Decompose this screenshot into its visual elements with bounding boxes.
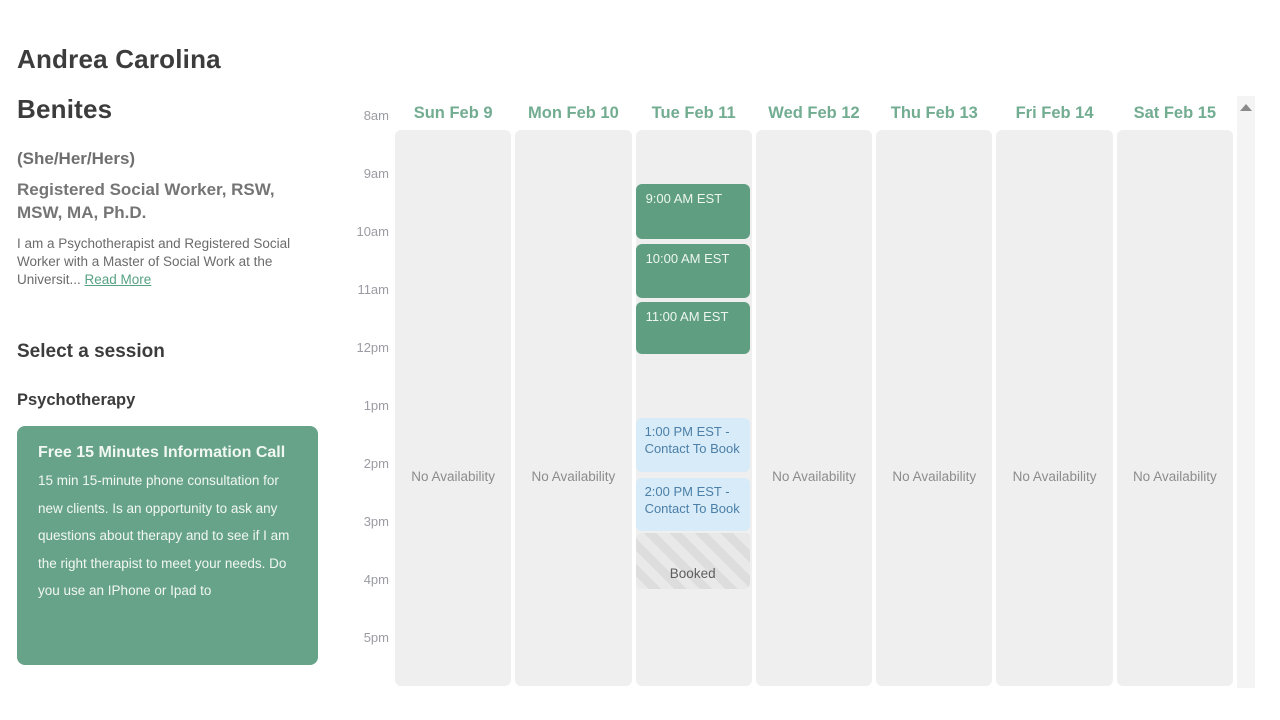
time-label-12pm: 12pm xyxy=(345,340,389,355)
time-label-11am: 11am xyxy=(345,282,389,297)
day-column-thu: No Availability xyxy=(876,130,992,686)
time-label-8am: 8am xyxy=(345,108,389,123)
day-column-sat: No Availability xyxy=(1117,130,1233,686)
day-header-thu: Thu Feb 13 xyxy=(876,104,992,123)
slot-10am-available[interactable]: 10:00 AM EST xyxy=(636,244,750,298)
day-column-wed: No Availability xyxy=(756,130,872,686)
time-label-3pm: 3pm xyxy=(345,514,389,529)
slot-9am-available[interactable]: 9:00 AM EST xyxy=(636,184,750,239)
availability-calendar: 8am 9am 10am 11am 12pm 1pm 2pm 3pm 4pm 5… xyxy=(345,0,1233,720)
no-availability-text: No Availability xyxy=(395,469,511,484)
time-label-1pm: 1pm xyxy=(345,398,389,413)
session-card-description: 15 min 15-minute phone consultation for … xyxy=(38,467,294,605)
day-column-sun: No Availability xyxy=(395,130,511,686)
therapist-bio: I am a Psychotherapist and Registered So… xyxy=(17,235,303,289)
time-label-2pm: 2pm xyxy=(345,456,389,471)
no-availability-text: No Availability xyxy=(515,469,631,484)
slot-3pm-booked: Booked xyxy=(636,533,750,589)
day-header-tue: Tue Feb 11 xyxy=(636,104,752,123)
day-header-fri: Fri Feb 14 xyxy=(996,104,1112,123)
day-header-sun: Sun Feb 9 xyxy=(395,104,511,123)
session-card-free-call[interactable]: Free 15 Minutes Information Call 15 min … xyxy=(17,426,318,665)
scroll-up-arrow-icon[interactable] xyxy=(1240,104,1252,111)
therapist-pronouns: (She/Her/Hers) xyxy=(17,149,319,169)
time-label-9am: 9am xyxy=(345,166,389,181)
time-label-4pm: 4pm xyxy=(345,572,389,587)
slot-11am-available[interactable]: 11:00 AM EST xyxy=(636,302,750,354)
day-column-fri: No Availability xyxy=(996,130,1112,686)
therapist-credentials: Registered Social Worker, RSW, MSW, MA, … xyxy=(17,178,277,224)
no-availability-text: No Availability xyxy=(876,469,992,484)
day-column-tue: 9:00 AM EST 10:00 AM EST 11:00 AM EST 1:… xyxy=(636,130,752,686)
no-availability-text: No Availability xyxy=(756,469,872,484)
read-more-link[interactable]: Read More xyxy=(85,272,152,287)
day-column-grid: No Availability No Availability 9:00 AM … xyxy=(395,130,1233,686)
therapist-profile: Andrea Carolina Benites (She/Her/Hers) R… xyxy=(17,34,319,665)
select-session-heading: Select a session xyxy=(17,341,319,363)
day-header-sat: Sat Feb 15 xyxy=(1117,104,1233,123)
therapist-name: Andrea Carolina Benites xyxy=(17,34,319,134)
slot-2pm-contact-to-book[interactable]: 2:00 PM EST - Contact To Book xyxy=(636,478,750,531)
no-availability-text: No Availability xyxy=(996,469,1112,484)
session-card-title: Free 15 Minutes Information Call xyxy=(38,439,294,467)
day-header-wed: Wed Feb 12 xyxy=(756,104,872,123)
slot-1pm-contact-to-book[interactable]: 1:00 PM EST - Contact To Book xyxy=(636,418,750,472)
day-header-row: Sun Feb 9 Mon Feb 10 Tue Feb 11 Wed Feb … xyxy=(395,104,1233,123)
day-header-mon: Mon Feb 10 xyxy=(515,104,631,123)
time-label-5pm: 5pm xyxy=(345,630,389,645)
day-column-mon: No Availability xyxy=(515,130,631,686)
no-availability-text: No Availability xyxy=(1117,469,1233,484)
session-category-label: Psychotherapy xyxy=(17,391,319,410)
time-label-10am: 10am xyxy=(345,224,389,239)
bio-text: I am a Psychotherapist and Registered So… xyxy=(17,236,290,287)
vertical-scrollbar[interactable] xyxy=(1237,96,1255,688)
